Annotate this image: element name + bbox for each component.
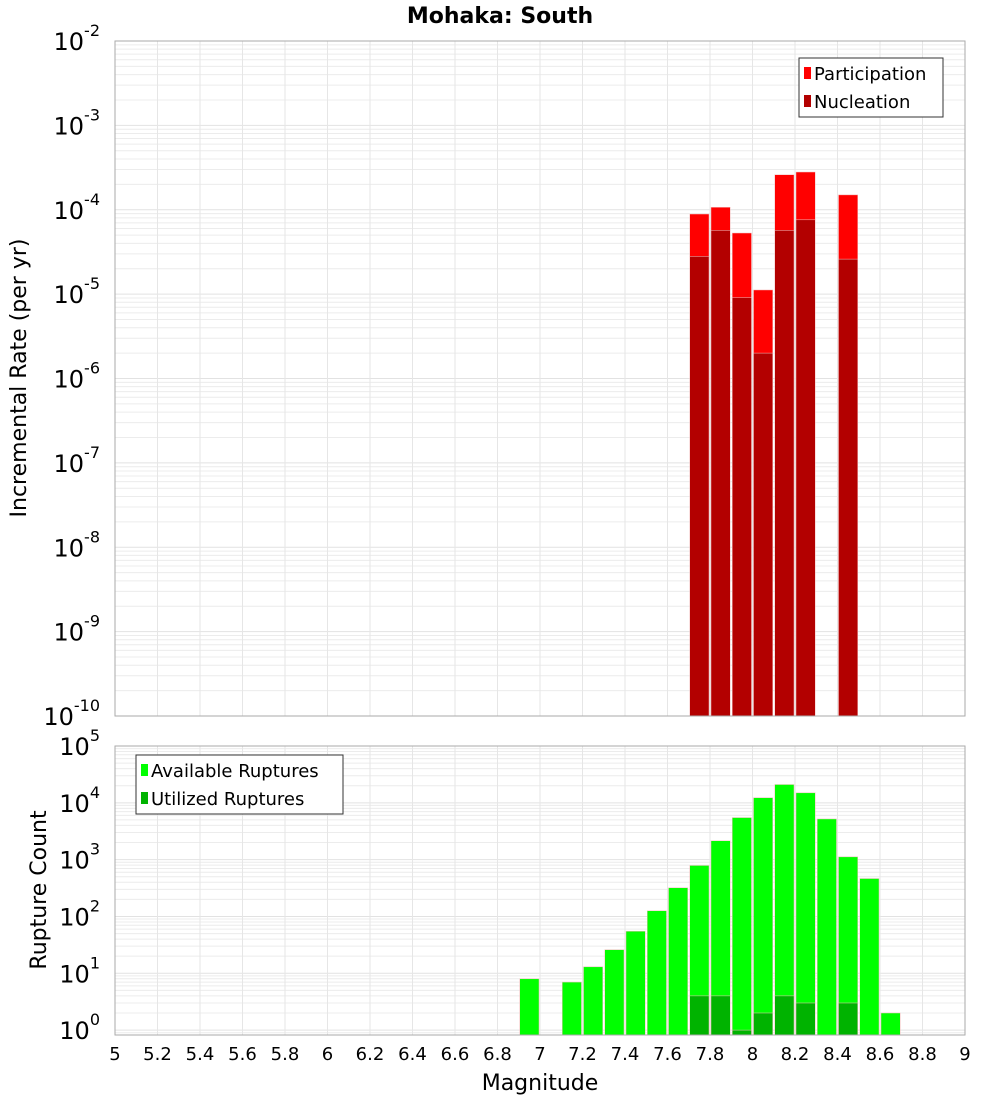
bar-utilized-ruptures	[753, 1012, 773, 1036]
x-tick-label: 5.4	[186, 1044, 215, 1065]
x-tick-label: 6.8	[483, 1044, 512, 1065]
bar-utilized-ruptures	[838, 1002, 858, 1036]
y-tick-label: 105	[59, 726, 100, 761]
top-plot: 10-10 10-9 10-8 10-7 10-6 10-5 10-4 10-3 10-2 Par…	[43, 21, 966, 731]
y-tick-label: 10-4	[54, 190, 101, 225]
y-tick-label: 10-10	[43, 696, 100, 731]
y-tick-label: 104	[59, 783, 100, 818]
y-tick-label: 10-9	[54, 612, 101, 647]
x-tick-label: 8.8	[908, 1044, 937, 1065]
x-tick-label: 8.4	[823, 1044, 852, 1065]
legend-label: Participation	[814, 64, 926, 85]
bar-nucleation	[710, 230, 731, 717]
legend-swatch	[804, 67, 811, 79]
bar-available-ruptures	[880, 1012, 901, 1036]
y-tick-label: 10-8	[54, 527, 101, 562]
bar-available-ruptures	[753, 797, 773, 1036]
x-tick-label: 9	[959, 1044, 970, 1065]
bar-nucleation	[732, 297, 752, 717]
y-tick-label: 10-7	[54, 443, 101, 478]
bar-utilized-ruptures	[732, 1029, 752, 1036]
bar-available-ruptures	[604, 949, 625, 1036]
x-tick-label: 8.6	[866, 1044, 895, 1065]
bar-utilized-ruptures	[795, 1002, 816, 1036]
bar-nucleation	[753, 352, 773, 717]
x-tick-label: 5.8	[271, 1044, 300, 1065]
x-tick-label: 7.4	[611, 1044, 640, 1065]
bar-nucleation	[774, 230, 795, 717]
x-tick-label: 6	[322, 1044, 333, 1065]
y-tick-label: 10-3	[54, 105, 101, 140]
x-tick-label: 7.8	[696, 1044, 725, 1065]
legend-label: Nucleation	[814, 92, 910, 113]
bar-nucleation	[838, 258, 858, 717]
bar-nucleation	[795, 219, 816, 717]
legend-swatch	[141, 764, 148, 776]
bar-utilized-ruptures	[774, 995, 795, 1036]
x-tick-label: 6.4	[398, 1044, 427, 1065]
bar-available-ruptures	[647, 910, 667, 1036]
y-tick-label: 10-6	[54, 359, 101, 394]
legend: Available Ruptures Utilized Ruptures	[135, 754, 344, 815]
bar-available-ruptures	[732, 817, 752, 1036]
bar-available-ruptures	[562, 981, 582, 1036]
bar-available-ruptures	[817, 818, 837, 1036]
bottom-y-axis-label: Rupture Count	[27, 810, 52, 970]
y-tick-label: 100	[59, 1010, 100, 1045]
x-tick-label: 8	[747, 1044, 758, 1065]
y-tick-label: 101	[59, 953, 100, 988]
bar-available-ruptures	[519, 978, 540, 1036]
y-tick-label: 102	[59, 896, 100, 931]
bar-available-ruptures	[795, 792, 816, 1036]
bar-available-ruptures	[625, 930, 646, 1036]
bottom-plot: 100 101 102 103 104 105 Available Ruptures Util…	[59, 726, 970, 1065]
legend: Participation Nucleation	[798, 57, 944, 118]
x-tick-label: 5.6	[228, 1044, 257, 1065]
x-tick-label: 5	[109, 1044, 120, 1065]
bar-available-ruptures	[583, 966, 603, 1036]
x-tick-label: 7	[534, 1044, 545, 1065]
chart-title: Mohaka: South	[407, 4, 593, 29]
legend-label: Available Ruptures	[151, 761, 319, 782]
bar-utilized-ruptures	[710, 995, 731, 1036]
y-tick-label: 103	[59, 840, 100, 875]
x-tick-label: 7.2	[568, 1044, 597, 1065]
bar-nucleation	[689, 256, 710, 717]
bar-utilized-ruptures	[689, 995, 710, 1036]
x-tick-label: 5.2	[143, 1044, 172, 1065]
top-y-axis-label: Incremental Rate (per yr)	[7, 239, 32, 518]
legend-label: Utilized Ruptures	[151, 789, 304, 810]
bar-available-ruptures	[668, 887, 688, 1036]
bar-available-ruptures	[859, 878, 880, 1036]
y-tick-label: 10-2	[54, 21, 101, 56]
x-tick-label: 7.6	[653, 1044, 682, 1065]
y-tick-label: 10-5	[54, 274, 101, 309]
x-tick-label: 6.6	[441, 1044, 470, 1065]
x-axis-label: Magnitude	[482, 1071, 599, 1096]
x-tick-label: 6.2	[356, 1044, 385, 1065]
legend-swatch	[804, 95, 811, 107]
x-tick-label: 8.2	[781, 1044, 810, 1065]
legend-swatch	[141, 792, 148, 804]
